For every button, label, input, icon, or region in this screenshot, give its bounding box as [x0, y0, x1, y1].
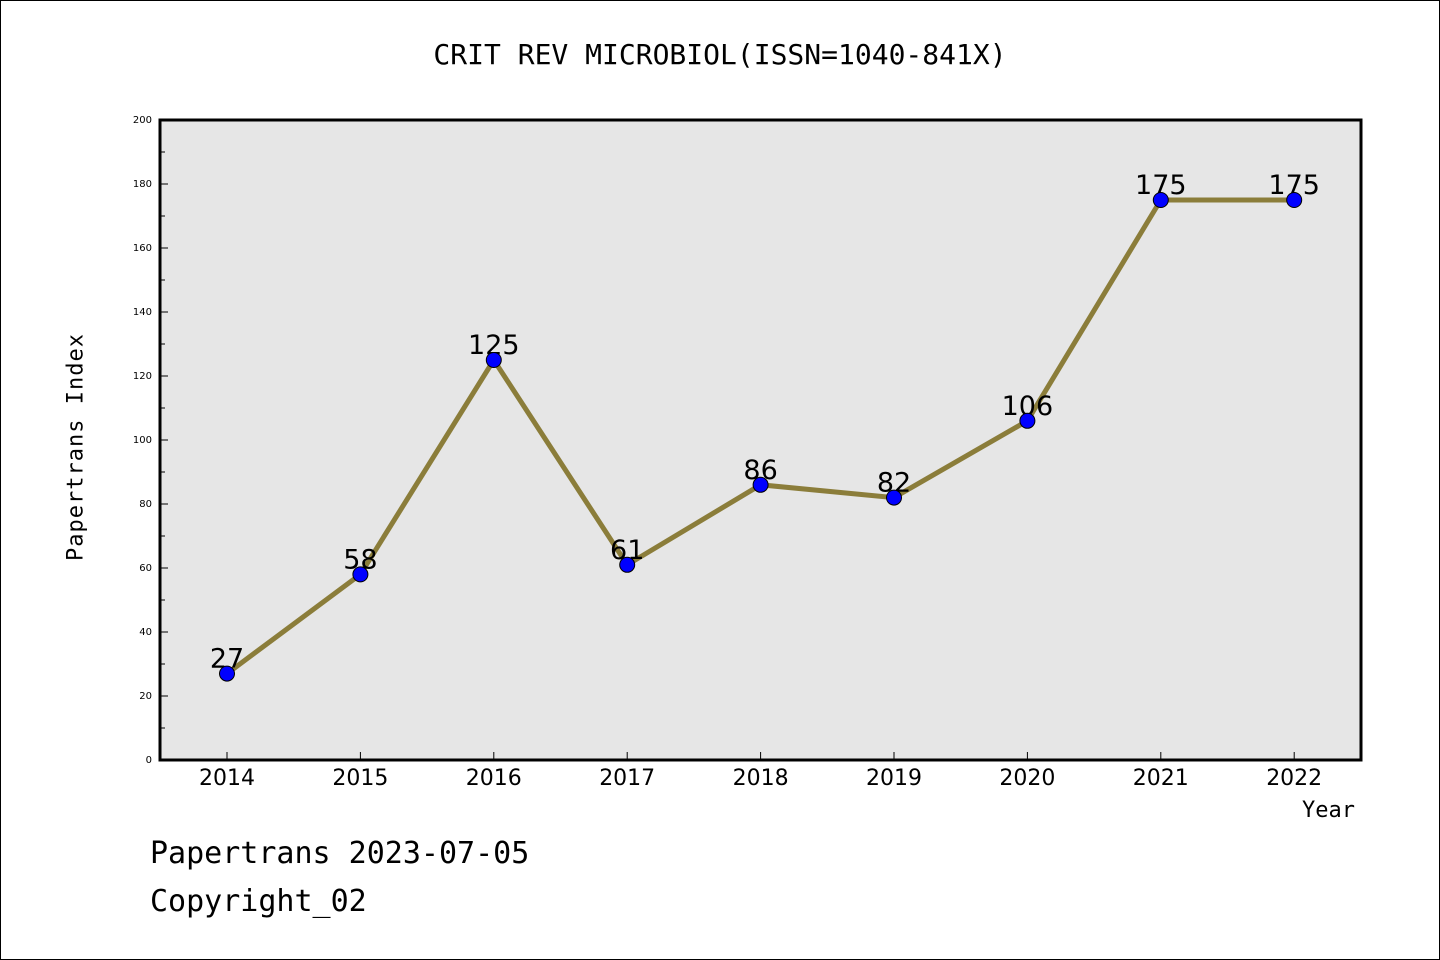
plot-border	[158, 118, 1363, 762]
y-tick-label: 80	[139, 499, 152, 510]
data-point	[619, 556, 636, 573]
x-tick-label: 2014	[199, 766, 255, 791]
y-tick-label: 60	[139, 563, 152, 574]
y-tick-label: 160	[133, 243, 152, 254]
x-tick-label: 2015	[332, 766, 388, 791]
y-tick-label: 200	[133, 115, 152, 126]
data-point	[485, 352, 502, 368]
x-axis-label: Year	[1302, 798, 1355, 823]
y-tick-label: 120	[133, 371, 152, 382]
y-tick-label: 40	[139, 627, 152, 638]
y-tick-label: 20	[139, 691, 152, 702]
y-tick-label: 0	[146, 755, 152, 766]
plot-area	[160, 120, 1361, 760]
data-point	[352, 566, 369, 583]
x-tick-label: 2019	[866, 766, 922, 791]
x-tick-label: 2018	[733, 766, 789, 791]
footer-copyright: Copyright_02	[150, 884, 367, 919]
y-tick-label: 100	[133, 435, 152, 446]
x-tick-label: 2017	[599, 766, 655, 791]
data-point	[886, 489, 902, 506]
footer-date: Papertrans 2023-07-05	[150, 836, 530, 871]
data-point	[752, 476, 769, 493]
y-tick-label: 140	[133, 307, 152, 318]
data-point	[219, 665, 235, 682]
x-tick-label: 2016	[466, 766, 522, 791]
y-tick-label: 180	[133, 179, 152, 190]
x-tick-label: 2021	[1133, 766, 1189, 791]
data-point	[1019, 412, 1036, 429]
data-point	[1286, 192, 1303, 208]
x-tick-label: 2020	[999, 766, 1055, 791]
data-point	[1152, 192, 1169, 208]
chart-title: CRIT REV MICROBIOL(ISSN=1040-841X)	[433, 38, 1007, 71]
x-tick-label: 2022	[1266, 766, 1322, 791]
